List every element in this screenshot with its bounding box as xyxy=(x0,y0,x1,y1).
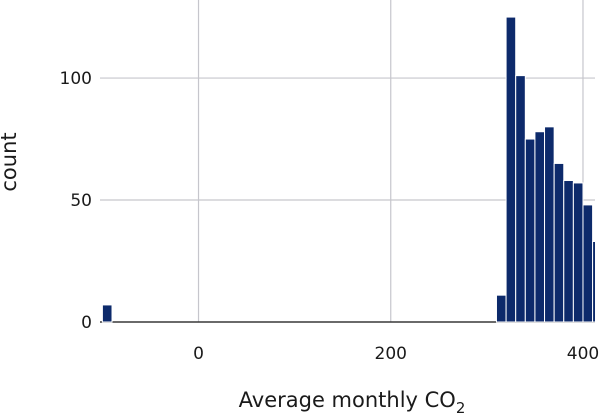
histogram-bar xyxy=(592,241,595,323)
histogram-bar xyxy=(524,138,536,323)
histogram-bar xyxy=(582,204,594,323)
x-axis-title-subscript: 2 xyxy=(456,399,466,414)
x-tick-label: 0 xyxy=(193,344,204,364)
histogram-bar xyxy=(101,304,113,323)
y-tick-label: 0 xyxy=(81,313,92,333)
y-tick-label: 100 xyxy=(60,69,92,89)
y-axis-title: count xyxy=(0,132,21,191)
histogram-bar xyxy=(563,180,574,323)
y-tick-label: 50 xyxy=(70,191,92,211)
histogram-bar xyxy=(572,182,584,323)
x-tick-label: 400 xyxy=(567,344,599,364)
histogram-bar xyxy=(534,131,546,323)
histogram-bar xyxy=(505,16,517,323)
histogram-bar xyxy=(553,162,565,323)
x-tick-label: 200 xyxy=(375,344,407,364)
histogram-bar xyxy=(515,75,526,323)
histogram-bar xyxy=(544,126,555,323)
x-axis-title: Average monthly CO2 xyxy=(239,388,466,414)
bars xyxy=(101,16,595,323)
histogram-bar xyxy=(495,294,507,323)
x-axis-title-main: Average monthly CO xyxy=(239,388,456,412)
tick-labels: 0 50 100 0 200 400 xyxy=(60,69,600,364)
